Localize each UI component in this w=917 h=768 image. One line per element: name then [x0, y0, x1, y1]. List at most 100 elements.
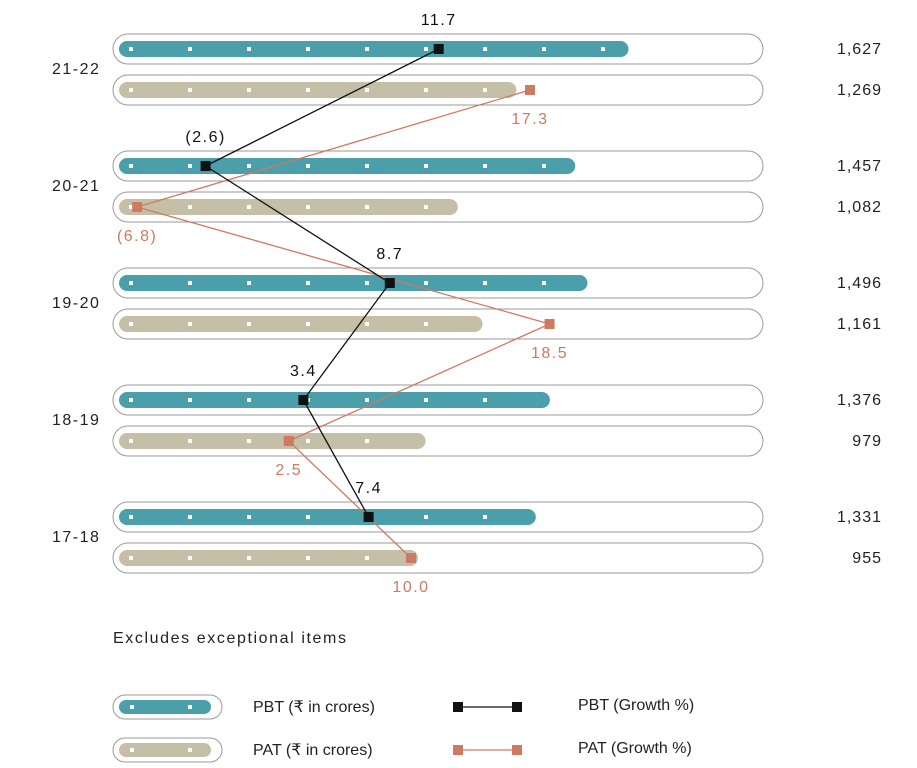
legend-line-pbt-marker [512, 702, 522, 712]
bar-track [112, 425, 764, 457]
bar-tick-dot [542, 47, 546, 51]
bar-tick-dot [247, 556, 251, 560]
bar-tick-dot [483, 281, 487, 285]
pat-value-label: 955 [852, 550, 882, 567]
bar-tick-dot [306, 88, 310, 92]
pbt-value-label: 1,457 [837, 158, 882, 175]
pbt-growth-label: 11.7 [421, 12, 457, 29]
bar-tick-dot [424, 164, 428, 168]
bar-tick-dot [424, 322, 428, 326]
bar-tick-dot [129, 164, 133, 168]
legend-swatch-pbt [119, 700, 211, 714]
category-label: 17-18 [52, 529, 100, 546]
bar-tick-dot [365, 281, 369, 285]
pbt-growth-marker [298, 395, 309, 405]
chart-note: Excludes exceptional items [113, 630, 348, 647]
bar-track [112, 501, 764, 533]
pat-value-label: 1,269 [837, 82, 882, 99]
bar-tick-dot [424, 88, 428, 92]
bar-tick-dot [129, 515, 133, 519]
bar-tick-dot [247, 164, 251, 168]
pbt-value-label: 1,376 [837, 392, 882, 409]
bar-tick-dot [365, 205, 369, 209]
bar-tick-dot [188, 556, 192, 560]
pbt-growth-label: 7.4 [355, 480, 382, 497]
bar-tick-dot [365, 398, 369, 402]
pbt-growth-label: 3.4 [290, 363, 317, 380]
bar-tick-dot [247, 398, 251, 402]
pbt-growth-label: 8.7 [376, 246, 403, 263]
bar-tick-dot [365, 322, 369, 326]
legend-swatch-track [112, 694, 223, 720]
pat-bar [119, 433, 426, 449]
bar-tick-dot [129, 439, 133, 443]
pbt-growth-marker [363, 512, 374, 522]
bar-tick-dot [129, 556, 133, 560]
pbt-growth-marker [384, 278, 395, 288]
pat-bar [119, 316, 483, 332]
bar-tick-dot [188, 205, 192, 209]
bar-track [112, 384, 764, 416]
bar-tick-dot [424, 281, 428, 285]
bar-tick-dot [365, 439, 369, 443]
bar-tick-dot [129, 398, 133, 402]
pat-growth-marker [406, 553, 416, 563]
bar-tick-dot [306, 205, 310, 209]
pbt-value-label: 1,627 [837, 41, 882, 58]
bar-tick-dot [365, 164, 369, 168]
bar-tick-dot [188, 439, 192, 443]
legend-swatch-dot [130, 748, 134, 752]
bar-tick-dot [247, 515, 251, 519]
pat-growth-label: 2.5 [275, 462, 302, 479]
bar-tick-dot [365, 556, 369, 560]
bar-track [112, 308, 764, 340]
bar-tick-dot [129, 205, 133, 209]
bar-tick-dot [306, 515, 310, 519]
bar-tick-dot [188, 515, 192, 519]
legend-swatch-track [112, 737, 223, 763]
bar-tick-dot [424, 515, 428, 519]
pbt-growth-marker [200, 161, 211, 171]
pat-bar [119, 82, 517, 98]
bar-tick-dot [542, 164, 546, 168]
bar-tick-dot [306, 47, 310, 51]
pat-growth-label: (6.8) [117, 228, 157, 245]
bar-tick-dot [129, 88, 133, 92]
legend-swatch-dot [188, 748, 192, 752]
bar-track [112, 33, 764, 65]
bar-tick-dot [424, 398, 428, 402]
bar-tick-dot [365, 47, 369, 51]
pat-bar [119, 199, 458, 215]
bar-track [112, 267, 764, 299]
legend-label-pbt-growth: PBT (Growth %) [578, 697, 695, 714]
bar-tick-dot [129, 322, 133, 326]
bar-tick-dot [247, 205, 251, 209]
bar-tick-dot [247, 47, 251, 51]
bar-tick-dot [483, 47, 487, 51]
pat-growth-label: 10.0 [392, 579, 429, 596]
bar-tick-dot [483, 88, 487, 92]
bar-track [112, 74, 764, 106]
bar-tick-dot [188, 322, 192, 326]
bar-tick-dot [365, 88, 369, 92]
category-label: 18-19 [52, 412, 100, 429]
bar-tick-dot [542, 281, 546, 285]
bar-tick-dot [601, 47, 605, 51]
category-label: 21-22 [52, 61, 100, 78]
bar-tick-dot [188, 88, 192, 92]
pat-value-label: 1,082 [837, 199, 882, 216]
pat-value-label: 979 [852, 433, 882, 450]
bar-tick-dot [188, 164, 192, 168]
bar-tick-dot [306, 556, 310, 560]
pbt-growth-label: (2.6) [185, 129, 225, 146]
bar-tick-dot [483, 398, 487, 402]
pat-growth-marker [132, 202, 143, 212]
category-label: 20-21 [52, 178, 100, 195]
legend-swatch-dot [188, 705, 192, 709]
pat-bar [119, 550, 419, 566]
bar-tick-dot [483, 164, 487, 168]
bar-tick-dot [247, 439, 251, 443]
legend-label-pat-growth: PAT (Growth %) [578, 740, 692, 757]
pbt-bar [119, 392, 550, 408]
